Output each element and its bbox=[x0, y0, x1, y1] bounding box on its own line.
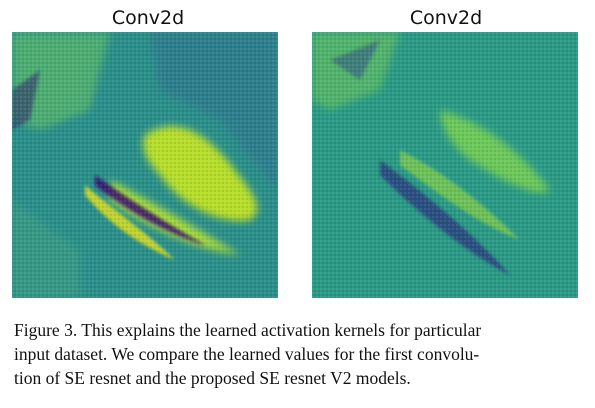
activation-map bbox=[312, 32, 578, 298]
caption: Figure 3. This explains the learned acti… bbox=[14, 318, 586, 390]
panel-title: Conv2d bbox=[112, 7, 184, 29]
panel-title: Conv2d bbox=[410, 7, 482, 29]
activation-map bbox=[12, 32, 278, 298]
caption-line: input dataset. We compare the learned va… bbox=[14, 344, 480, 364]
caption-line: tion of SE resnet and the proposed SE re… bbox=[14, 368, 411, 388]
figure: Conv2d Conv2d bbox=[12, 7, 578, 298]
caption-line: Figure 3. This explains the learned acti… bbox=[14, 320, 482, 340]
